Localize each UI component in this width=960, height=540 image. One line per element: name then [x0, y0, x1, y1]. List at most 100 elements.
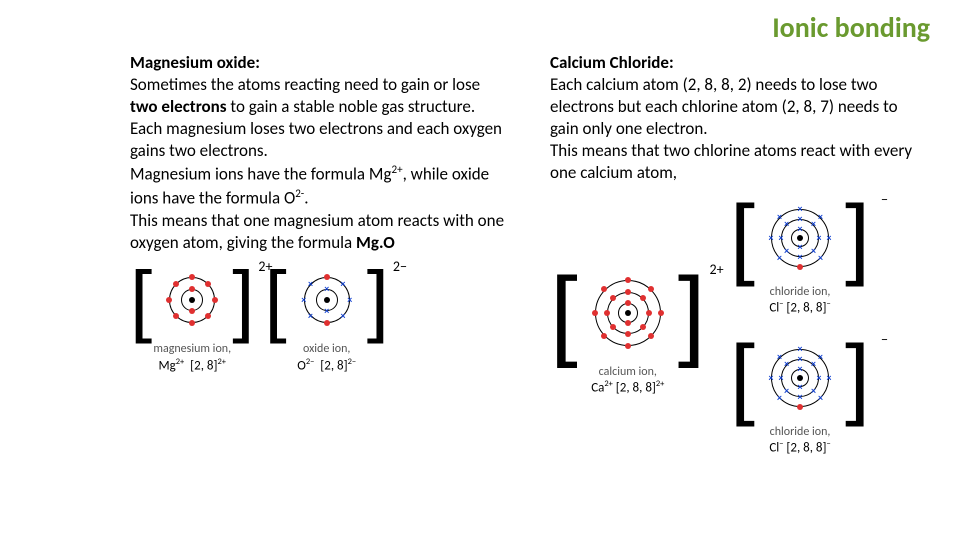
electron-dot: [625, 289, 631, 295]
chloride-ion-box-1: [×××××××××××××××××]− chloride ion, Cl− […: [730, 193, 870, 318]
oxide-ion-formula: O2− [2, 8]2−: [264, 357, 388, 375]
chloride-ion-diagram-1: [×××××××××××××××××]−: [730, 193, 870, 283]
chloride-ion-formula-1: Cl− [2, 8, 8]−: [730, 299, 870, 317]
right-column: Calcium Chloride: Each calcium atom (2, …: [550, 52, 930, 453]
electron-shells: ×××××××××××××××××: [755, 193, 845, 283]
electron-shells: [152, 260, 232, 340]
electron-dot: [625, 331, 631, 337]
electron-cross: ×: [798, 366, 803, 372]
electron-cross: ×: [301, 297, 306, 303]
electron-cross: ×: [784, 221, 789, 227]
electron-dot: [625, 320, 631, 326]
electron-dot: [797, 264, 803, 270]
electron-shells: ×××××××××××××××××: [755, 333, 845, 423]
calcium-ion-diagram: []2+: [550, 263, 706, 363]
electron-dot: [189, 286, 195, 292]
electron-cross: ×: [817, 375, 822, 381]
bracket-right: ]: [845, 193, 870, 283]
magnesium-ion-box: []2+ magnesium ion, Mg2+ [2, 8]2+: [130, 260, 254, 375]
electron-dot: [625, 277, 631, 283]
electron-cross: ×: [777, 214, 782, 220]
bracket-right: ]: [232, 260, 254, 340]
oxide-ion-box: [××××××××]2− oxide ion, O2− [2, 8]2−: [264, 260, 388, 375]
mgo-ion-row: []2+ magnesium ion, Mg2+ [2, 8]2+ [ × × × × ×…: [130, 260, 510, 375]
electron-cross: ×: [811, 361, 816, 367]
electron-dot: [173, 313, 179, 319]
cacl2-heading: Calcium Chloride:: [550, 52, 930, 74]
bracket-right: ]: [678, 263, 706, 363]
electron-cross: ×: [811, 388, 816, 394]
electron-dot: [189, 320, 195, 326]
electron-dot: [610, 324, 616, 330]
mgo-heading: Magnesium oxide:: [130, 52, 510, 74]
electron-dot: [648, 286, 654, 292]
oxide-ion-label: oxide ion,: [264, 342, 388, 356]
electron-cross: ×: [818, 214, 823, 220]
electron-cross: ×: [817, 235, 822, 241]
electron-shells: [578, 263, 678, 363]
page-title: Ionic bonding: [772, 10, 930, 45]
magnesium-ion-diagram: []2+: [130, 260, 254, 340]
electron-dot: [189, 274, 195, 280]
electron-cross: ×: [798, 226, 803, 232]
electron-dot: [625, 343, 631, 349]
electron-cross: ×: [308, 281, 313, 287]
bracket-left: [: [130, 260, 152, 340]
electron-cross: ×: [784, 361, 789, 367]
bracket-left: [: [730, 193, 755, 283]
ion-charge: 2+: [710, 261, 724, 279]
electron-cross: ×: [779, 235, 784, 241]
electron-shells: ××××××××: [287, 260, 367, 340]
cacl2-body: Each calcium atom (2, 8, 8, 2) needs to …: [550, 74, 930, 184]
electron-cross: ×: [769, 235, 774, 241]
mgo-body: Sometimes the atoms reacting need to gai…: [130, 74, 510, 254]
electron-cross: ×: [779, 375, 784, 381]
electron-cross: ×: [324, 286, 329, 292]
cacl2-diagram-area: []2+ calcium ion, Ca2+ [2, 8, 8]2+ [××××…: [550, 193, 930, 453]
electron-dot: [212, 297, 218, 303]
electron-dot: [592, 310, 598, 316]
electron-cross: ×: [769, 375, 774, 381]
electron-cross: ×: [324, 308, 329, 314]
ion-charge: −: [881, 331, 888, 349]
electron-dot: [610, 295, 616, 301]
electron-dot: [797, 404, 803, 410]
electron-cross: ×: [818, 395, 823, 401]
chloride-ion-diagram-2: [×××××××××××××××××]−: [730, 333, 870, 423]
bracket-right: ]: [845, 333, 870, 423]
electron-cross: ×: [798, 346, 803, 352]
electron-dot: [324, 320, 330, 326]
calcium-ion-formula: Ca2+ [2, 8, 8]2+: [550, 379, 706, 397]
electron-cross: ×: [798, 356, 803, 362]
electron-dot: [625, 300, 631, 306]
bracket-left: [: [264, 260, 286, 340]
electron-cross: ×: [784, 388, 789, 394]
electron-cross: ×: [811, 221, 816, 227]
electron-cross: ×: [827, 375, 832, 381]
chloride-ion-box-2: [×××××××××××××××××]− chloride ion, Cl− […: [730, 333, 870, 458]
electron-cross: ×: [798, 216, 803, 222]
electron-cross: ×: [798, 394, 803, 400]
electron-dot: [640, 295, 646, 301]
magnesium-ion-label: magnesium ion,: [130, 342, 254, 356]
electron-dot: [646, 310, 652, 316]
left-column: Magnesium oxide: Sometimes the atoms rea…: [130, 52, 510, 453]
electron-dot: [205, 313, 211, 319]
magnesium-ion-formula: Mg2+ [2, 8]2+: [130, 357, 254, 375]
electron-dot: [166, 297, 172, 303]
electron-cross: ×: [777, 255, 782, 261]
electron-dot: [604, 310, 610, 316]
electron-dot: [658, 310, 664, 316]
calcium-ion-box: []2+ calcium ion, Ca2+ [2, 8, 8]2+: [550, 263, 706, 398]
bracket-left: [: [730, 333, 755, 423]
electron-cross: ×: [818, 255, 823, 261]
electron-dot: [205, 281, 211, 287]
electron-cross: ×: [777, 354, 782, 360]
electron-cross: ×: [340, 281, 345, 287]
electron-dot: [324, 274, 330, 280]
electron-cross: ×: [777, 395, 782, 401]
chloride-ion-formula-2: Cl− [2, 8, 8]−: [730, 439, 870, 457]
electron-cross: ×: [340, 313, 345, 319]
content-columns: Magnesium oxide: Sometimes the atoms rea…: [130, 52, 930, 453]
bracket-right: ]: [367, 260, 389, 340]
